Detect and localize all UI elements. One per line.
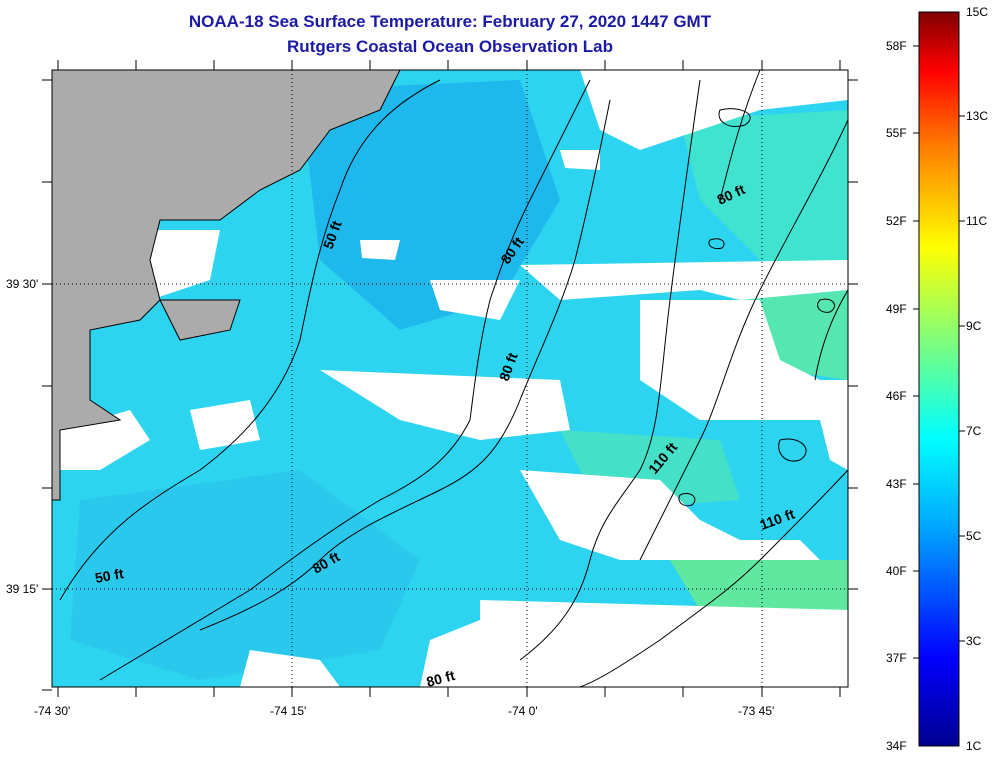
colorbar-c-label: 5C	[966, 529, 982, 543]
lon-label: -74 30'	[34, 704, 71, 718]
depth-label: 80 ft	[425, 667, 457, 690]
lon-label: -74 15'	[270, 704, 307, 718]
colorbar-f-label: 55F	[886, 126, 907, 140]
cloud-mask	[60, 70, 848, 687]
land-mass	[160, 300, 240, 340]
sst-cool-patch	[300, 80, 560, 330]
colorbar-f-label: 46F	[886, 389, 907, 403]
colorbar-ticks	[913, 45, 965, 659]
colorbar	[918, 11, 960, 747]
lon-label: -74 0'	[508, 704, 538, 718]
sst-warm-patch	[740, 290, 848, 380]
sst-cool-patch	[70, 470, 420, 680]
colorbar-f-label: 34F	[886, 739, 907, 753]
colorbar-c-label: 15C	[966, 5, 989, 19]
lon-label: -73 45'	[738, 704, 775, 718]
grid-lines	[52, 70, 848, 687]
colorbar-f-label: 37F	[886, 651, 907, 665]
sst-warm-patch	[670, 560, 848, 620]
colorbar-f-label: 52F	[886, 214, 907, 228]
colorbar-c-label: 3C	[966, 634, 982, 648]
map-title: NOAA-18 Sea Surface Temperature: Februar…	[188, 12, 712, 31]
land-mass	[52, 70, 400, 500]
depth-label: 50 ft	[94, 565, 125, 586]
colorbar-c-label: 9C	[966, 319, 982, 333]
colorbar-c-label: 7C	[966, 424, 982, 438]
depth-contours	[59, 70, 848, 687]
colorbar-c-label: 11C	[966, 214, 988, 228]
lat-label: 39 30'	[6, 277, 39, 291]
colorbar-c-label: 1C	[966, 739, 982, 753]
coastline	[52, 70, 401, 501]
axis-ticks	[42, 60, 858, 697]
colorbar-f-label: 49F	[886, 302, 907, 316]
colorbar-f-label: 40F	[886, 564, 907, 578]
colorbar-c-label: 13C	[966, 109, 989, 123]
map-frame	[51, 69, 849, 688]
colorbar-f-label: 43F	[886, 477, 907, 491]
sst-warm-patch	[680, 110, 848, 270]
lat-label: 39 15'	[6, 582, 39, 596]
map-subtitle: Rutgers Coastal Ocean Observation Lab	[287, 37, 613, 56]
colorbar-f-label: 58F	[886, 39, 907, 53]
